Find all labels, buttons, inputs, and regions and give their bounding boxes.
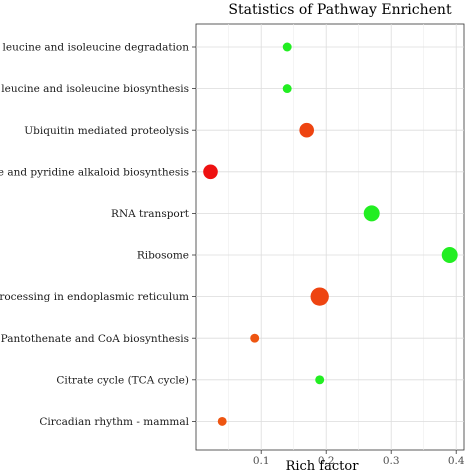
data-point xyxy=(299,122,315,138)
plot-panel xyxy=(195,23,465,451)
y-tick-label: Citrate cycle (TCA cycle) xyxy=(56,374,189,386)
y-tick-label: Ubiquitin mediated proteolysis xyxy=(24,125,189,137)
data-point xyxy=(203,164,218,180)
y-tick-label: Valine, leucine and isoleucine degradati… xyxy=(0,42,189,54)
x-axis-ticks: 0.1 0.2 0.3 0.4 xyxy=(253,450,465,467)
plot-border xyxy=(195,23,465,451)
x-tick-label: 0.3 xyxy=(383,455,400,467)
x-tick-label: 0.4 xyxy=(448,455,465,467)
x-tick-label: 0.2 xyxy=(318,455,335,467)
y-tick-label: Piperidine and pyridine alkaloid biosynt… xyxy=(0,166,189,178)
y-tick-label: RNA transport xyxy=(111,208,190,220)
y-tick-label: Pantothenate and CoA biosynthesis xyxy=(1,333,189,345)
x-tick-label: 0.1 xyxy=(253,455,270,467)
y-tick-label: Valine, leucine and isoleucine biosynthe… xyxy=(0,83,189,95)
data-point xyxy=(282,42,292,52)
x-axis-label: Rich factor xyxy=(286,459,360,474)
data-point xyxy=(315,375,325,385)
data-point xyxy=(282,84,292,94)
y-tick-label: Ribosome xyxy=(137,250,189,262)
y-tick-label: Circadian rhythm - mammal xyxy=(39,416,189,428)
chart-title: Statistics of Pathway Enrichent xyxy=(228,2,452,18)
y-axis-labels: Valine, leucine and isoleucine degradati… xyxy=(0,42,196,428)
data-point xyxy=(310,287,329,306)
y-tick-label: Protein processing in endoplasmic reticu… xyxy=(0,291,189,303)
data-point xyxy=(363,205,380,222)
data-point xyxy=(441,247,458,263)
data-point xyxy=(217,416,227,426)
data-point xyxy=(250,333,260,343)
data-points xyxy=(203,42,458,426)
